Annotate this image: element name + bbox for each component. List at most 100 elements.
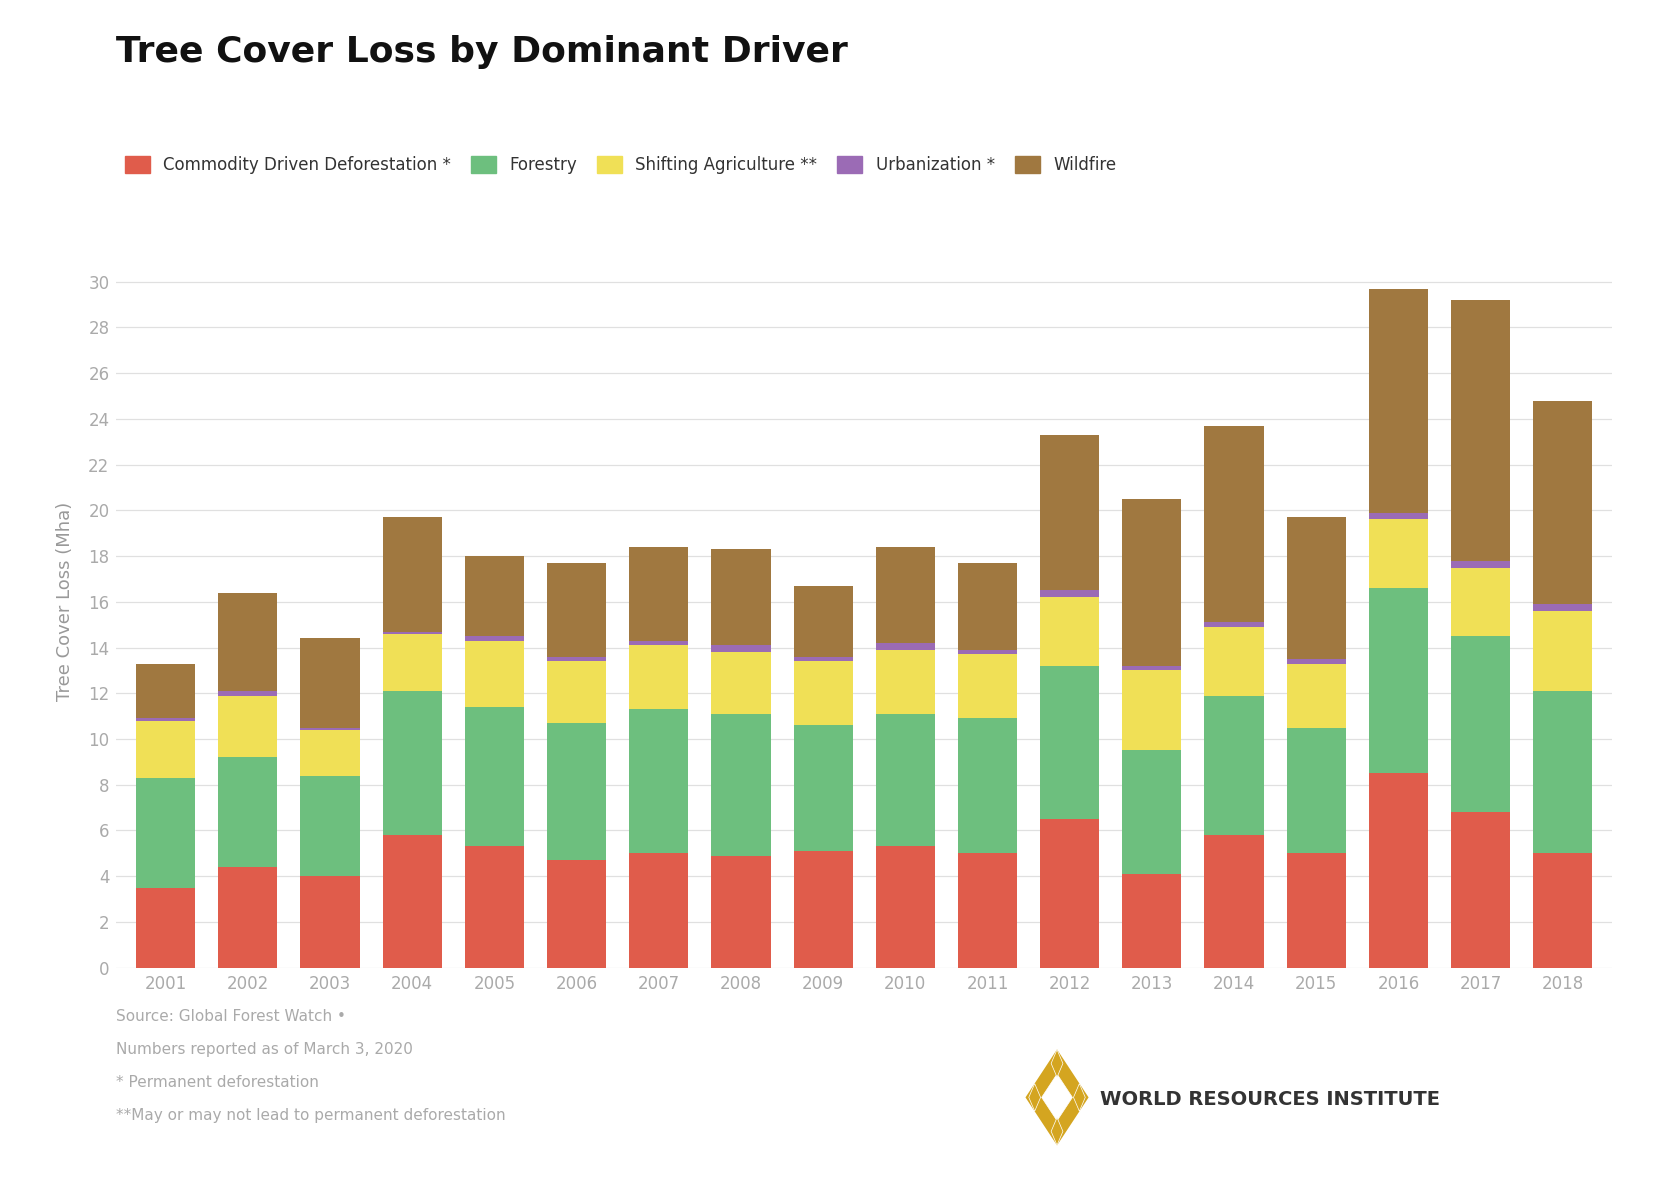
Bar: [1286, 658, 1346, 663]
Bar: [1122, 499, 1182, 666]
Bar: [382, 631, 442, 634]
Bar: [1205, 695, 1263, 835]
Bar: [711, 714, 771, 856]
Bar: [136, 778, 194, 887]
Bar: [136, 719, 194, 721]
Bar: [218, 867, 278, 968]
Bar: [1534, 400, 1592, 604]
Bar: [382, 835, 442, 968]
Bar: [793, 726, 853, 851]
Bar: [1369, 289, 1428, 512]
Text: Source: Global Forest Watch •: Source: Global Forest Watch •: [116, 1009, 346, 1024]
Bar: [1451, 560, 1511, 568]
Bar: [218, 695, 278, 758]
Bar: [218, 758, 278, 867]
Bar: [301, 876, 359, 968]
Bar: [630, 641, 688, 645]
Bar: [465, 636, 524, 641]
Bar: [1534, 853, 1592, 968]
Bar: [547, 661, 607, 723]
Bar: [1122, 666, 1182, 670]
Bar: [301, 638, 359, 728]
Bar: [1286, 663, 1346, 728]
Bar: [1205, 426, 1263, 622]
Bar: [630, 853, 688, 968]
Bar: [1040, 666, 1099, 819]
Bar: [793, 851, 853, 968]
Bar: [957, 853, 1017, 968]
Bar: [876, 714, 936, 846]
Bar: [1451, 568, 1511, 636]
Bar: [793, 661, 853, 726]
Bar: [957, 655, 1017, 719]
Bar: [630, 709, 688, 853]
Bar: [136, 887, 194, 968]
Polygon shape: [1029, 1083, 1040, 1112]
Text: **May or may not lead to permanent deforestation: **May or may not lead to permanent defor…: [116, 1108, 505, 1123]
Text: WORLD RESOURCES INSTITUTE: WORLD RESOURCES INSTITUTE: [1100, 1090, 1441, 1109]
Bar: [1040, 819, 1099, 968]
Bar: [218, 592, 278, 691]
Bar: [1369, 773, 1428, 968]
Bar: [630, 548, 688, 641]
Bar: [793, 656, 853, 661]
Bar: [301, 775, 359, 876]
Bar: [1369, 588, 1428, 773]
Bar: [547, 723, 607, 860]
Bar: [218, 691, 278, 695]
Bar: [1040, 435, 1099, 590]
Bar: [1040, 590, 1099, 597]
Bar: [1205, 622, 1263, 627]
Bar: [630, 645, 688, 709]
Bar: [1205, 835, 1263, 968]
Bar: [382, 634, 442, 691]
Bar: [1122, 750, 1182, 874]
Bar: [711, 549, 771, 645]
Bar: [1534, 604, 1592, 611]
Text: Numbers reported as of March 3, 2020: Numbers reported as of March 3, 2020: [116, 1042, 414, 1057]
Bar: [382, 691, 442, 835]
Bar: [1451, 812, 1511, 968]
Bar: [1122, 670, 1182, 750]
Text: * Permanent deforestation: * Permanent deforestation: [116, 1075, 319, 1090]
Bar: [1534, 691, 1592, 853]
Y-axis label: Tree Cover Loss (Mha): Tree Cover Loss (Mha): [57, 503, 75, 701]
Bar: [957, 650, 1017, 655]
Polygon shape: [1050, 1050, 1064, 1077]
Bar: [711, 653, 771, 714]
Polygon shape: [1042, 1074, 1072, 1121]
Bar: [711, 645, 771, 653]
Bar: [1451, 636, 1511, 812]
Bar: [465, 556, 524, 636]
Bar: [1286, 728, 1346, 853]
Bar: [957, 719, 1017, 853]
Bar: [382, 517, 442, 631]
Polygon shape: [1074, 1083, 1085, 1112]
Bar: [1040, 597, 1099, 666]
Bar: [301, 728, 359, 729]
Bar: [1451, 300, 1511, 560]
Bar: [1122, 874, 1182, 968]
Bar: [136, 721, 194, 778]
Polygon shape: [1024, 1048, 1090, 1147]
Bar: [136, 663, 194, 719]
Bar: [465, 846, 524, 968]
Text: Tree Cover Loss by Dominant Driver: Tree Cover Loss by Dominant Driver: [116, 35, 848, 70]
Legend: Commodity Driven Deforestation *, Forestry, Shifting Agriculture **, Urbanizatio: Commodity Driven Deforestation *, Forest…: [125, 156, 1117, 173]
Bar: [1286, 517, 1346, 658]
Bar: [793, 585, 853, 656]
Bar: [876, 846, 936, 968]
Bar: [465, 641, 524, 707]
Bar: [876, 548, 936, 643]
Bar: [1205, 627, 1263, 695]
Bar: [1369, 519, 1428, 588]
Bar: [301, 729, 359, 775]
Bar: [547, 563, 607, 656]
Bar: [957, 563, 1017, 650]
Bar: [711, 856, 771, 968]
Bar: [1369, 512, 1428, 519]
Bar: [1534, 611, 1592, 691]
Bar: [876, 650, 936, 714]
Bar: [465, 707, 524, 846]
Bar: [547, 656, 607, 661]
